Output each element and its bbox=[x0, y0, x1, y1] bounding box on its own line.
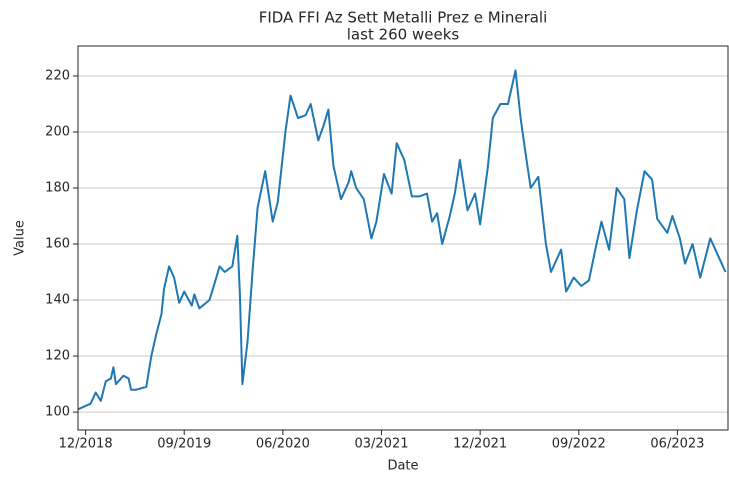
x-tick-label: 06/2020 bbox=[256, 437, 310, 452]
chart-subtitle: last 260 weeks bbox=[347, 26, 460, 44]
y-axis-label: Value bbox=[13, 220, 28, 256]
y-tick-label: 120 bbox=[45, 349, 70, 364]
plot-frame bbox=[77, 45, 729, 431]
y-tick-label: 200 bbox=[45, 124, 70, 139]
x-tick-label: 06/2023 bbox=[650, 437, 704, 452]
chart-title: FIDA FFI Az Sett Metalli Prez e Minerali bbox=[259, 9, 548, 27]
x-tick-label: 12/2018 bbox=[59, 437, 113, 452]
x-tick-label: 12/2021 bbox=[453, 437, 507, 452]
x-tick-label: 03/2021 bbox=[354, 437, 408, 452]
data-line bbox=[77, 69, 727, 411]
y-tick-label: 160 bbox=[45, 237, 70, 252]
x-tick-label: 09/2022 bbox=[552, 437, 606, 452]
x-tick-label: 09/2019 bbox=[157, 437, 211, 452]
y-tick-label: 220 bbox=[45, 68, 70, 83]
y-tick-label: 140 bbox=[45, 293, 70, 308]
y-tick-label: 180 bbox=[45, 181, 70, 196]
y-tick-label: 100 bbox=[45, 405, 70, 420]
x-axis-label: Date bbox=[387, 459, 418, 474]
